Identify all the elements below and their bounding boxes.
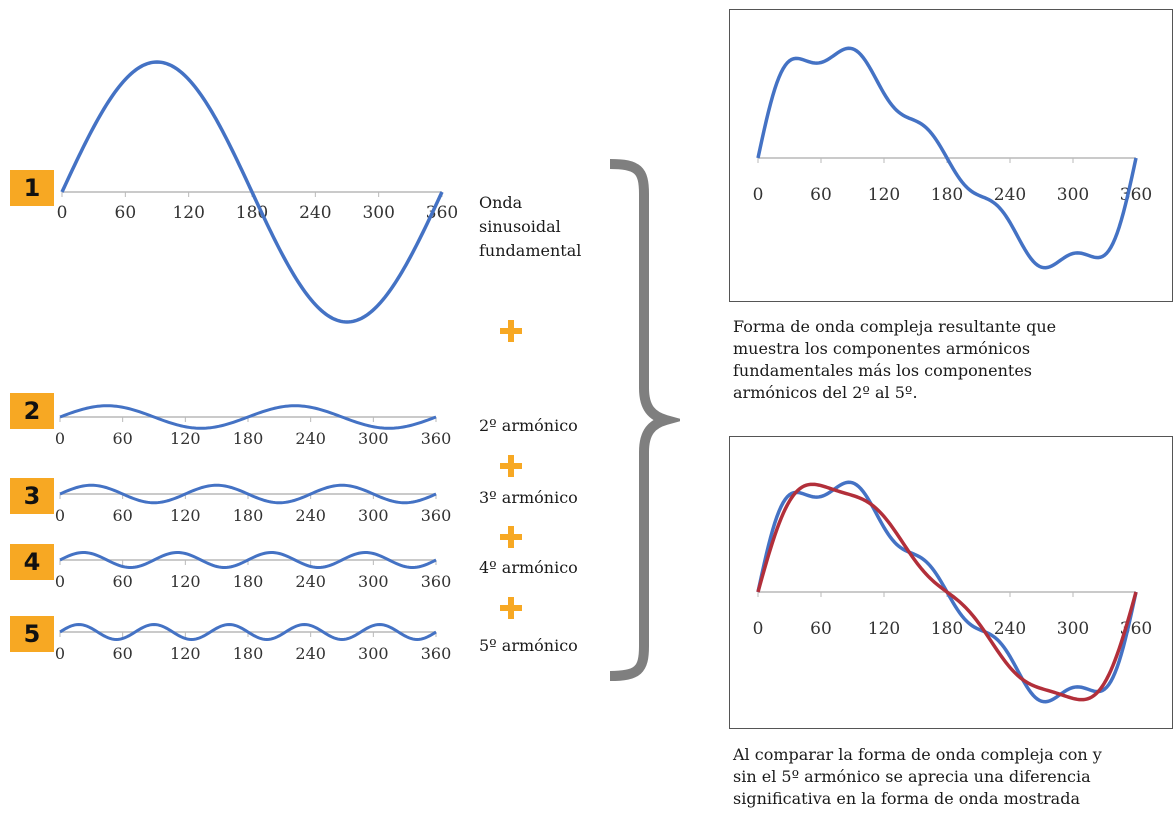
brace-icon — [609, 159, 680, 681]
series-line — [756, 482, 1138, 702]
caption-line: muestra los componentes armónicos — [733, 339, 1031, 358]
harmonic-3-chart: 0 60 120 180 240 300 360 — [55, 483, 452, 525]
x-tick-label: 0 — [753, 185, 764, 205]
x-tick-label: 360 — [421, 572, 452, 591]
plus-icon — [500, 455, 522, 477]
series-line — [60, 60, 444, 324]
x-tick-label: 0 — [753, 619, 764, 639]
comparison-caption: Al comparar la forma de onda compleja co… — [733, 744, 1102, 810]
comparison-wave-frame: 0 60 120 180 240 300 360 — [729, 436, 1173, 729]
x-tick-label: 180 — [931, 185, 963, 205]
fundamental-label-line: fundamental — [479, 241, 582, 260]
badge-5: 5 — [10, 616, 54, 652]
fundamental-wave-chart: 0 60 120 180 240 300 360 — [57, 60, 458, 324]
harmonic-4-label: 4º armónico — [479, 558, 578, 577]
series-line — [59, 483, 437, 505]
x-tick-label: 60 — [112, 572, 132, 591]
x-tick-label: 300 — [1057, 185, 1089, 205]
harmonic-5-label: 5º armónico — [479, 636, 578, 655]
x-tick-label: 120 — [170, 429, 201, 448]
x-tick-label: 180 — [233, 644, 264, 663]
x-tick-label: 60 — [810, 619, 832, 639]
x-tick-label: 0 — [55, 506, 65, 525]
x-tick-label: 60 — [115, 203, 137, 223]
x-tick-label: 60 — [810, 185, 832, 205]
caption-line: sin el 5º armónico se aprecia una difere… — [733, 767, 1091, 786]
x-tick-label: 0 — [55, 644, 65, 663]
harmonic-3-label: 3º armónico — [479, 488, 578, 507]
x-tick-label: 360 — [421, 644, 452, 663]
x-tick-label: 300 — [358, 429, 389, 448]
x-tick-label: 300 — [358, 644, 389, 663]
x-tick-label: 60 — [112, 429, 132, 448]
x-tick-label: 0 — [57, 203, 68, 223]
x-tick-label: 300 — [358, 572, 389, 591]
x-tick-label: 300 — [358, 506, 389, 525]
x-tick-label: 120 — [170, 644, 201, 663]
x-tick-label: 360 — [421, 506, 452, 525]
caption-line: fundamentales más los componentes — [733, 361, 1032, 380]
series-line — [59, 622, 437, 642]
x-tick-label: 240 — [994, 185, 1026, 205]
x-tick-label: 360 — [421, 429, 452, 448]
harmonic-5-chart: 0 60 120 180 240 300 360 — [55, 622, 452, 663]
x-tick-label: 240 — [295, 572, 326, 591]
x-tick-label: 300 — [362, 203, 394, 223]
badge-2: 2 — [10, 393, 54, 429]
x-tick-label: 180 — [233, 572, 264, 591]
x-tick-label: 300 — [1057, 619, 1089, 639]
x-tick-label: 120 — [170, 506, 201, 525]
series-line — [756, 46, 1138, 270]
series-line — [59, 404, 437, 430]
badge-4: 4 — [10, 544, 54, 580]
plus-icon — [500, 320, 522, 342]
caption-line: Forma de onda compleja resultante que — [733, 317, 1057, 336]
harmonic-2-chart: 0 60 120 180 240 300 360 — [55, 404, 452, 448]
complex-wave-frame: 0 60 120 180 240 300 360 — [729, 9, 1173, 302]
harmonic-2-label: 2º armónico — [479, 416, 578, 435]
x-tick-label: 0 — [55, 429, 65, 448]
x-tick-label: 180 — [233, 506, 264, 525]
x-tick-label: 240 — [295, 506, 326, 525]
plus-icon — [500, 526, 522, 548]
fundamental-label-line: Onda — [479, 193, 523, 212]
caption-line: Al comparar la forma de onda compleja co… — [733, 745, 1102, 764]
caption-line: significativa en la forma de onda mostra… — [733, 789, 1080, 808]
x-tick-label: 180 — [233, 429, 264, 448]
complex-wave-caption: Forma de onda compleja resultante que mu… — [733, 316, 1056, 404]
series-line — [59, 550, 437, 570]
x-tick-label: 120 — [868, 619, 900, 639]
x-tick-label: 60 — [112, 506, 132, 525]
harmonic-4-chart: 0 60 120 180 240 300 360 — [55, 550, 452, 591]
fundamental-label: Onda sinusoidal fundamental — [479, 191, 581, 263]
comparison-wave-chart: 0 60 120 180 240 300 360 — [753, 480, 1152, 704]
complex-wave-chart: 0 60 120 180 240 300 360 — [753, 46, 1152, 270]
x-tick-label: 60 — [112, 644, 132, 663]
x-tick-label: 0 — [55, 572, 65, 591]
badge-1: 1 — [10, 170, 54, 206]
x-tick-label: 120 — [172, 203, 204, 223]
plus-icon — [500, 597, 522, 619]
caption-line: armónicos del 2º al 5º. — [733, 383, 918, 402]
x-tick-label: 180 — [931, 619, 963, 639]
x-tick-label: 240 — [299, 203, 331, 223]
x-tick-label: 240 — [994, 619, 1026, 639]
x-tick-label: 240 — [295, 644, 326, 663]
x-tick-label: 240 — [295, 429, 326, 448]
x-tick-label: 120 — [170, 572, 201, 591]
x-tick-label: 120 — [868, 185, 900, 205]
badge-3: 3 — [10, 478, 54, 514]
fundamental-label-line: sinusoidal — [479, 217, 561, 236]
